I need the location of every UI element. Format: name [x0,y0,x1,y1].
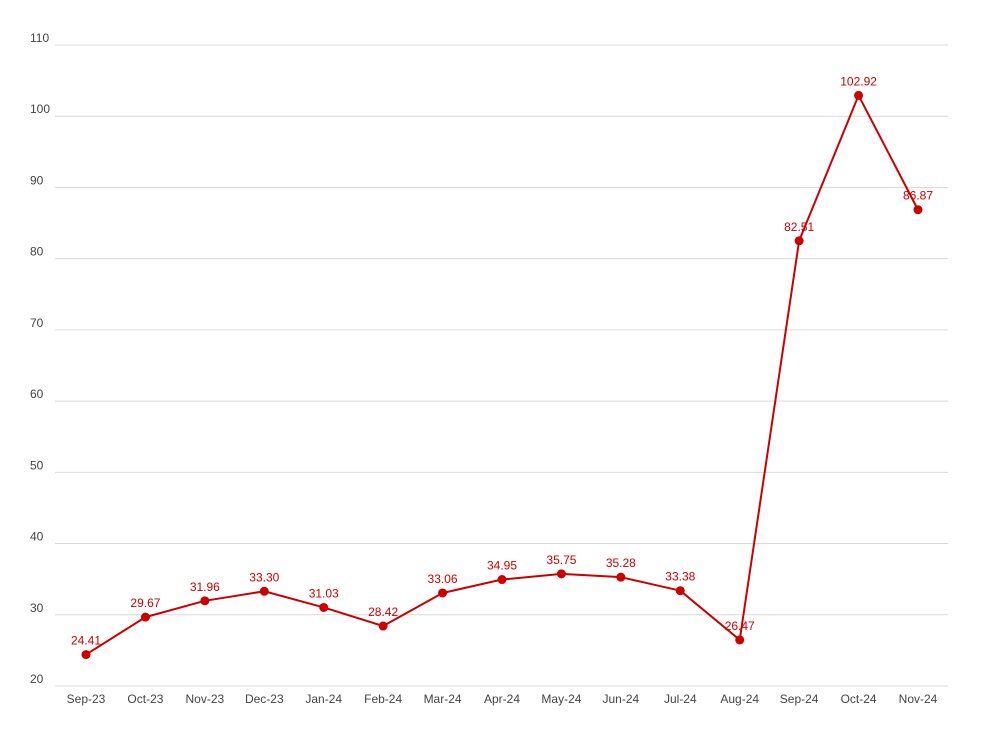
data-labels: 24.41 29.67 31.96 33.30 31.03 28.42 33.06 34.95… [71,74,933,647]
data-label: 33.30 [249,570,279,584]
gridlines [55,44,948,687]
data-point [140,612,150,622]
data-point [319,602,329,612]
data-point [259,586,269,596]
data-point [497,575,507,585]
data-label: 35.28 [606,556,636,570]
x-tick-label: Aug-24 [720,692,759,706]
data-label: 86.87 [903,189,933,203]
x-tick-label: Feb-24 [364,692,402,706]
data-point [913,205,923,215]
data-point [438,588,448,598]
y-tick-label: 50 [30,458,44,472]
y-tick-label: 60 [30,387,44,401]
y-axis-ticks: 20 30 40 50 60 70 80 90 100 110 [30,31,50,686]
x-tick-label: Sep-24 [780,692,819,706]
data-label: 28.42 [368,605,398,619]
x-tick-label: Nov-24 [899,692,938,706]
data-point [200,596,210,606]
data-label: 33.38 [665,570,695,584]
x-tick-label: Oct-23 [127,692,163,706]
y-tick-label: 30 [30,601,44,615]
data-label: 102.92 [840,74,877,88]
data-point [556,569,566,579]
data-point [675,586,685,596]
data-label: 31.96 [190,580,220,594]
data-label: 82.51 [784,220,814,234]
x-tick-label: Jul-24 [664,692,697,706]
data-label: 26.47 [725,619,755,633]
data-point [735,635,745,645]
data-points [81,90,923,660]
x-tick-label: Jan-24 [305,692,342,706]
data-point [378,621,388,631]
data-point [794,236,804,246]
x-tick-label: Nov-23 [186,692,225,706]
x-tick-label: Mar-24 [424,692,462,706]
x-tick-label: Jun-24 [603,692,640,706]
data-label: 29.67 [130,596,160,610]
data-label: 35.75 [546,553,576,567]
x-tick-label: Apr-24 [484,692,520,706]
x-tick-label: Oct-24 [841,692,877,706]
y-tick-label: 90 [30,173,44,187]
x-axis-ticks: Sep-23 Oct-23 Nov-23 Dec-23 Jan-24 Feb-24 Mar-… [67,692,938,706]
data-point [616,572,626,582]
x-tick-label: Dec-23 [245,692,284,706]
data-label: 24.41 [71,634,101,648]
y-tick-label: 70 [30,316,44,330]
data-label: 33.06 [428,572,458,586]
data-point [854,90,864,100]
data-label: 31.03 [309,586,339,600]
y-tick-label: 80 [30,245,44,259]
y-tick-label: 40 [30,530,44,544]
y-tick-label: 100 [30,102,50,116]
data-point [81,650,91,660]
x-tick-label: Sep-23 [67,692,106,706]
y-tick-label: 110 [30,31,49,45]
data-label: 34.95 [487,559,517,573]
y-tick-label: 20 [30,672,44,686]
x-tick-label: May-24 [541,692,581,706]
